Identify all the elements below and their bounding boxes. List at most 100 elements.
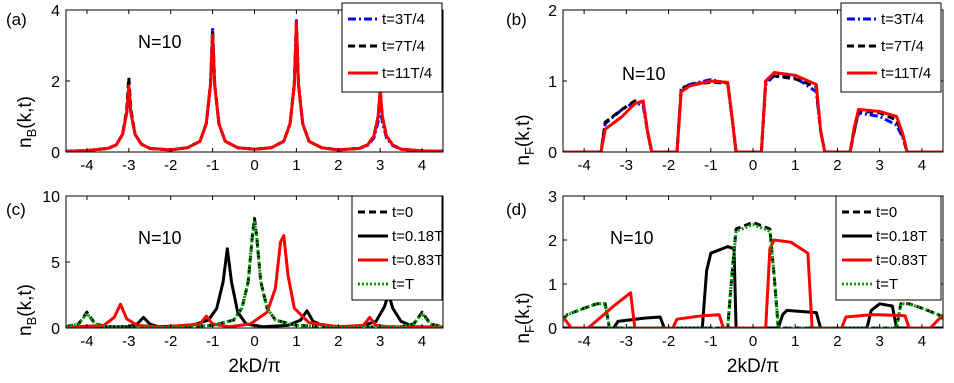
y-tick-label: 0 — [51, 321, 60, 338]
y-tick-label: 2 — [51, 74, 60, 91]
x-tick-label: -3 — [122, 333, 135, 350]
y-tick-label: 1 — [548, 277, 557, 294]
panel-b: -4 -3 -2 -1 0 1 2 3 4 0 1 2 (b) N=10 nF(k,t) t=3T/4 t=7T… — [506, 2, 944, 174]
legend-box — [341, 2, 443, 93]
x-tick-label: 3 — [376, 157, 384, 174]
x-tick-label: -1 — [704, 157, 717, 174]
x-tick-label: -1 — [206, 333, 219, 350]
x-tick-label: 2 — [334, 333, 342, 350]
x-tick-label: 4 — [918, 333, 926, 350]
x-tick-label: 4 — [918, 157, 926, 174]
y-axis-label: nB(k,t) — [15, 96, 39, 148]
legend: t=0 t=0.18T t=0.83T t=T — [835, 195, 942, 301]
y-tick-label: 5 — [51, 255, 60, 272]
x-tick-label: 0 — [250, 157, 258, 174]
legend-label: t=0 — [876, 204, 897, 221]
x-tick-label: 4 — [418, 157, 426, 174]
x-tick-label: 2 — [334, 157, 342, 174]
y-tick-label: 0 — [51, 145, 60, 162]
legend-label: t=0.83T — [392, 252, 443, 269]
x-tick-label: -3 — [620, 333, 633, 350]
x-tick-label: -2 — [164, 157, 177, 174]
legend-label: t=3T/4 — [382, 11, 425, 28]
panel-label: (b) — [506, 10, 527, 29]
y-tick-label: 0 — [548, 145, 557, 162]
x-tick-label: -2 — [662, 157, 675, 174]
y-label-main: n — [513, 333, 534, 344]
panel-a: -4 -3 -2 -1 0 1 2 3 4 0 2 4 (a) N=10 nB(k,t) t=3T/4 t=7T… — [6, 2, 444, 174]
y-label-sub: F — [522, 325, 537, 333]
y-tick-label: 0 — [548, 321, 557, 338]
y-label-main: n — [513, 155, 534, 166]
x-tick-label: 1 — [292, 157, 300, 174]
series-line-t=0.83T — [563, 238, 943, 328]
x-tick-label: 0 — [250, 333, 258, 350]
legend-label: t=T — [876, 276, 898, 293]
x-tick-label: -3 — [620, 157, 633, 174]
legend-label: t=11T/4 — [881, 65, 931, 82]
x-tick-label: 2 — [833, 157, 841, 174]
y-label-rest: (k,t) — [15, 96, 36, 129]
x-tick-label: -2 — [164, 333, 177, 350]
series-line-t=11T/4 — [563, 71, 943, 152]
x-tick-label: -4 — [80, 157, 93, 174]
x-tick-label: 4 — [418, 333, 426, 350]
y-label-rest: (k,t) — [513, 292, 534, 325]
legend-label: t=7T/4 — [382, 38, 425, 55]
legend-label: t=T — [392, 276, 414, 293]
y-label-main: n — [15, 137, 36, 148]
legend-label: t=0.83T — [876, 252, 927, 269]
annotation: N=10 — [622, 64, 666, 84]
y-axis-label: nF(k,t) — [513, 114, 537, 165]
x-tick-label: 0 — [749, 333, 757, 350]
panel-c: -4 -3 -2 -1 0 1 2 3 4 0 5 10 (c) N=10 nB(k,t) 2kD/π t=0 t… — [6, 189, 444, 377]
series-line-t=0.83T — [66, 234, 443, 328]
legend-box — [840, 2, 942, 93]
x-tick-label: -1 — [206, 157, 219, 174]
annotation: N=10 — [138, 32, 182, 52]
y-label-main: n — [15, 325, 36, 336]
x-axis-label: 2kD/π — [727, 356, 779, 377]
x-tick-label: 2 — [833, 333, 841, 350]
x-tick-label: 1 — [791, 333, 799, 350]
y-tick-label: 4 — [51, 3, 60, 20]
panel-label: (a) — [6, 10, 27, 29]
y-axis-label: nB(k,t) — [15, 284, 39, 336]
legend-label: t=7T/4 — [881, 38, 924, 55]
x-tick-label: 0 — [749, 157, 757, 174]
x-tick-label: 1 — [791, 157, 799, 174]
x-tick-label: 3 — [875, 333, 883, 350]
panel-label: (d) — [506, 200, 527, 219]
annotation: N=10 — [610, 228, 654, 248]
x-tick-label: -4 — [80, 333, 93, 350]
panel-label: (c) — [6, 200, 26, 219]
x-tick-label: -2 — [662, 333, 675, 350]
series-line-t=T — [563, 223, 943, 328]
series-line-t=0.18T — [563, 245, 943, 328]
legend-label: t=0.18T — [876, 228, 927, 245]
x-tick-label: 3 — [875, 157, 883, 174]
y-tick-label: 2 — [548, 3, 557, 20]
legend-label: t=0 — [392, 204, 413, 221]
panel-d: -4 -3 -2 -1 0 1 2 3 40123(d)N=10nF(k,t)2kD/πt=0t… — [506, 189, 944, 377]
annotation: N=10 — [138, 228, 182, 248]
x-axis-label: 2kD/π — [228, 356, 280, 377]
y-tick-label: 10 — [42, 189, 60, 206]
x-tick-label: -4 — [577, 333, 590, 350]
legend-label: t=0.18T — [392, 228, 443, 245]
y-label-rest: (k,t) — [513, 114, 534, 147]
series-line-t=T — [66, 220, 443, 328]
legend: t=3T/4 t=7T/4 t=11T/4 — [341, 2, 443, 93]
x-tick-label: 3 — [376, 333, 384, 350]
y-axis-label: nF(k,t) — [513, 292, 537, 343]
x-tick-label: -4 — [577, 157, 590, 174]
y-label-rest: (k,t) — [15, 284, 36, 317]
y-label-sub: B — [24, 129, 39, 138]
legend-label: t=3T/4 — [881, 11, 924, 28]
legend-label: t=11T/4 — [382, 65, 432, 82]
x-tick-label: 1 — [292, 333, 300, 350]
y-label-sub: B — [24, 317, 39, 326]
y-tick-label: 3 — [548, 189, 557, 206]
y-tick-label: 2 — [548, 233, 557, 250]
